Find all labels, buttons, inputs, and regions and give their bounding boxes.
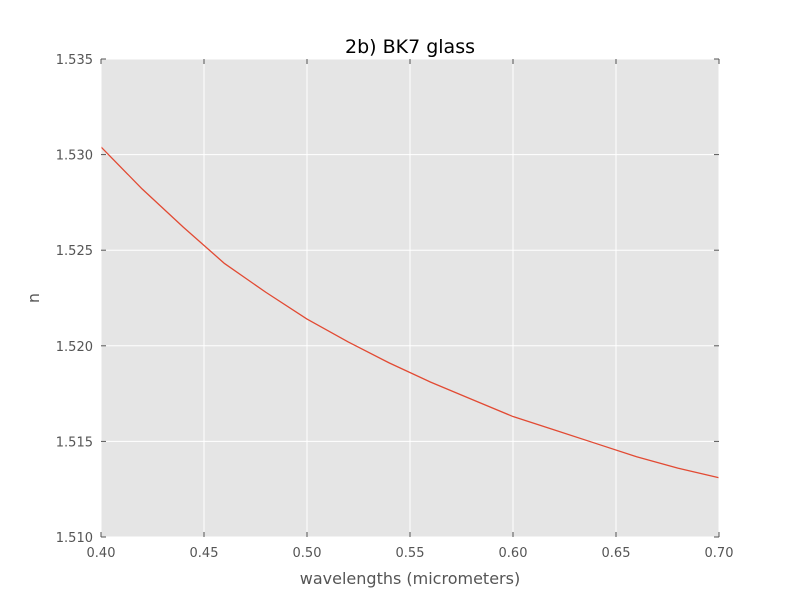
y-tick-label: 1.525	[56, 244, 93, 259]
series-layer	[100, 146, 720, 479]
y-tick-label: 1.520	[56, 340, 93, 355]
y-tick-label: 1.515	[56, 435, 93, 450]
y-tick-label: 1.535	[56, 53, 93, 68]
chart-title: 2b) BK7 glass	[345, 36, 475, 58]
tick-labels: 0.40 0.45 0.50 0.55 0.60 0.65 0.70 1.510 1.515 1.…	[56, 53, 734, 561]
x-tick-label: 0.65	[602, 546, 631, 561]
y-tick-label: 1.530	[56, 149, 93, 164]
x-tick-label: 0.45	[190, 546, 219, 561]
series-line-0	[100, 146, 720, 479]
x-tick-label: 0.60	[499, 546, 528, 561]
ticks	[100, 58, 720, 538]
x-tick-label: 0.55	[396, 546, 425, 561]
x-tick-label: 0.70	[705, 546, 734, 561]
x-tick-label: 0.50	[293, 546, 322, 561]
x-axis-label: wavelengths (micrometers)	[300, 569, 520, 588]
y-axis-label: n	[24, 293, 43, 303]
y-tick-label: 1.510	[56, 531, 93, 546]
x-tick-label: 0.40	[87, 546, 116, 561]
